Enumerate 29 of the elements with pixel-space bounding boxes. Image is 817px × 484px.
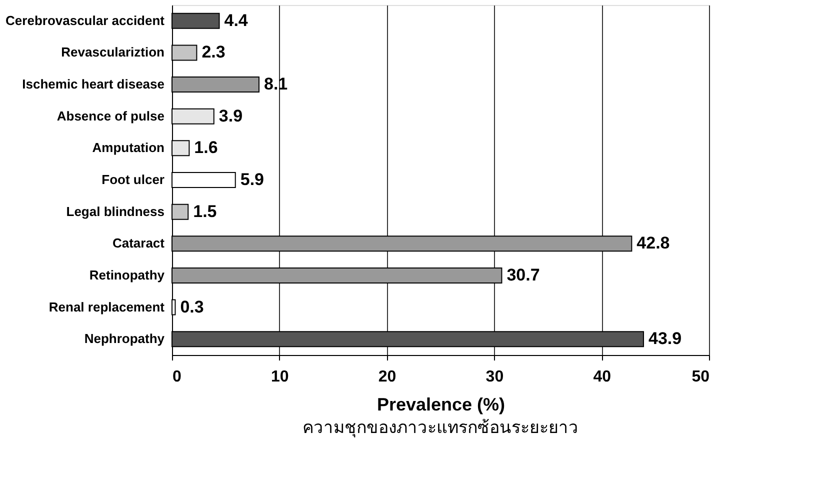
x-tick-label: 0 [172, 368, 182, 386]
y-tick-label: Ischemic heart disease [22, 76, 164, 92]
x-tick-label: 40 [593, 368, 612, 386]
x-axis-title: Prevalence (%) [376, 394, 506, 414]
y-tick-label: Retinopathy [89, 267, 166, 282]
text: ความชุกของภาวะแทรกซ้อนระยะยาว [302, 418, 578, 438]
y-tick-label: Revasculariztion [61, 44, 165, 60]
data-label: 42.8 [636, 234, 670, 253]
y-tick-label: Cataract [112, 236, 166, 251]
data-label: 30.7 [506, 265, 540, 284]
data-label: 1.5 [193, 202, 217, 221]
data-label: 1.6 [194, 138, 218, 158]
x-tick-label: 30 [486, 368, 504, 386]
y-tick-label: Absence of pulse [56, 108, 164, 124]
x-tick-label: 50 [692, 368, 710, 386]
y-tick-label: Cerebrovascular accident [6, 12, 166, 28]
data-label: 2.3 [202, 42, 226, 62]
y-tick-label: Amputation [92, 140, 165, 156]
data-label: 5.9 [240, 170, 264, 189]
y-tick-label: Foot ulcer [102, 172, 164, 187]
y-tick-label: Legal blindness [66, 204, 164, 219]
x-tick-label: 20 [378, 368, 396, 386]
y-tick-label: Nephropathy [84, 331, 166, 346]
data-label: 43.9 [648, 329, 682, 348]
data-label: 0.3 [180, 297, 204, 316]
y-tick-label: Renal replacement [48, 299, 166, 314]
data-label: 3.9 [218, 106, 243, 126]
data-label: 4.4 [224, 10, 248, 30]
x-tick-label: 10 [271, 368, 289, 386]
